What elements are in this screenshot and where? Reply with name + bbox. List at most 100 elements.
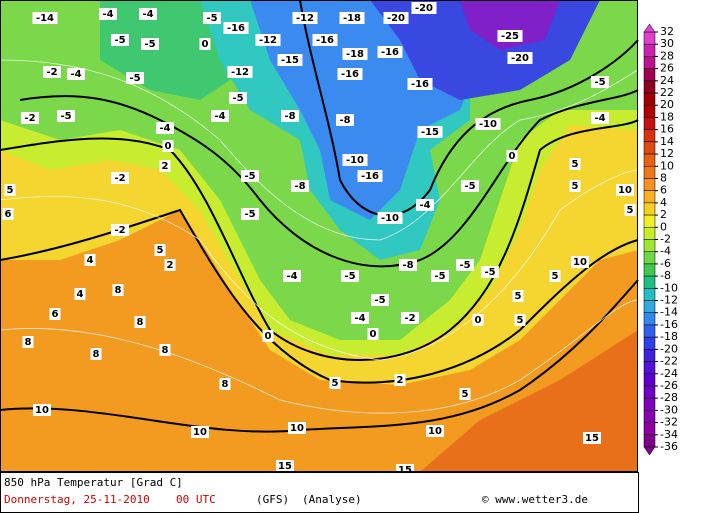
contour-m10 [299,0,639,217]
colorbar-tick-label: -20 [660,342,678,355]
colorbar-segment [643,397,656,411]
contour-label-box [426,425,444,437]
contour-label-box [255,34,281,46]
contour-label: 4 [77,289,84,300]
colorbar-tick-label: -10 [660,281,678,294]
contour-label-box [616,184,634,196]
contour-label: 8 [222,379,229,390]
contour-label-box [241,170,259,182]
colorbar-segment [643,141,656,155]
contour-label-box [49,308,61,320]
contour-label-box [549,270,561,282]
colorbar-tick-label: 4 [660,196,667,209]
contour-label: -4 [214,111,225,122]
colorbar-segment [643,190,656,204]
contour-label-box [459,388,471,400]
colorbar-tick-label: -2 [660,233,671,246]
contour-label: -20 [415,3,433,14]
colorbar-segment [643,178,656,191]
contour-label: -5 [459,260,470,271]
contour-label: -8 [339,115,350,126]
contour-label: -18 [343,13,361,24]
contour-label-box [351,312,369,324]
colorbar-segment [643,410,656,423]
contour-label: -16 [227,23,245,34]
contour-label-box [32,12,58,24]
contour-label: -12 [296,13,314,24]
isotherm [0,299,639,414]
model: (GFS) [256,493,289,506]
contour-label-box [154,244,166,256]
contour-label-box [383,12,409,24]
contour-labels: -14 -4 -4 -5-16-12 -18 -20-20-25-20-5 -5 0 -12 -1… [2,2,636,476]
colorbar-segment [643,373,656,387]
colorbar-segment [643,361,656,375]
contour-label: -16 [381,47,399,58]
contour-label-box [456,259,474,271]
contour-label: -5 [60,111,71,122]
contour-label-box [99,8,117,20]
contour-label-box [514,314,526,326]
contour-label: 0 [165,141,172,152]
colorbar-tick-label: 24 [660,74,674,87]
contour-label-box [329,377,341,389]
contour-label-box [591,112,609,124]
contour-label-box [134,316,146,328]
contour-label: -2 [114,225,125,236]
colorbar-segment [643,43,656,57]
contour-label-box [43,66,61,78]
contour-label: 5 [572,181,579,192]
isotherms [0,59,639,414]
contour-label-box [571,256,589,268]
contour-label-box [111,224,129,236]
colorbar-segment [643,434,656,448]
colorbar-tick-label: -6 [660,257,671,270]
colorbar-tick-label: 12 [660,147,674,160]
contour-label-box [291,180,309,192]
contour-label: -16 [316,35,334,46]
contour-label-box [283,270,301,282]
contour-label-box [507,52,533,64]
contour-label-box [162,140,174,152]
contour-label: 0 [265,331,272,342]
contour-label-box [569,158,581,170]
colorbar-segment [643,385,656,399]
colorbar-tick-label: 26 [660,62,674,75]
colorbar-segment [643,349,656,362]
contour-label-box [219,378,231,390]
contour-label-box [223,22,249,34]
colorbar-tick-label: 6 [660,184,667,197]
contour-label: 6 [5,209,12,220]
colorbar-tick-label: -36 [660,440,678,453]
contour-label: 5 [157,245,164,256]
contour-label: 4 [87,255,94,266]
contour-label-box [401,312,419,324]
date: Donnerstag, 25-11-2010 [4,493,150,506]
colorbar-segment [643,324,656,338]
contour-label: -16 [411,79,429,90]
time: 00 UTC [176,493,216,506]
contour-label-box [199,38,211,50]
colorbar-segment [643,80,656,94]
contour-label: 10 [618,185,632,196]
contour-label-box [569,180,581,192]
contour-label-box [497,30,523,42]
contour-label: 5 [462,389,469,400]
contour-label: -18 [346,49,364,60]
contour-label-box [21,112,39,124]
contour-label: -16 [361,171,379,182]
contour-label-box [74,288,86,300]
colorbar-segment [643,166,656,179]
contour-label: 5 [332,378,339,389]
contour-label: 0 [509,151,516,162]
contour-label-box [262,330,274,342]
contour-label-box [506,150,518,162]
contour-label: -5 [434,271,445,282]
colorbar-segment [643,153,656,167]
contour-label-box [164,259,176,271]
isotherm [0,59,639,241]
colorbar-tick-label: -24 [660,367,678,380]
contour-label-box [277,54,303,66]
contour-label: -5 [129,73,140,84]
